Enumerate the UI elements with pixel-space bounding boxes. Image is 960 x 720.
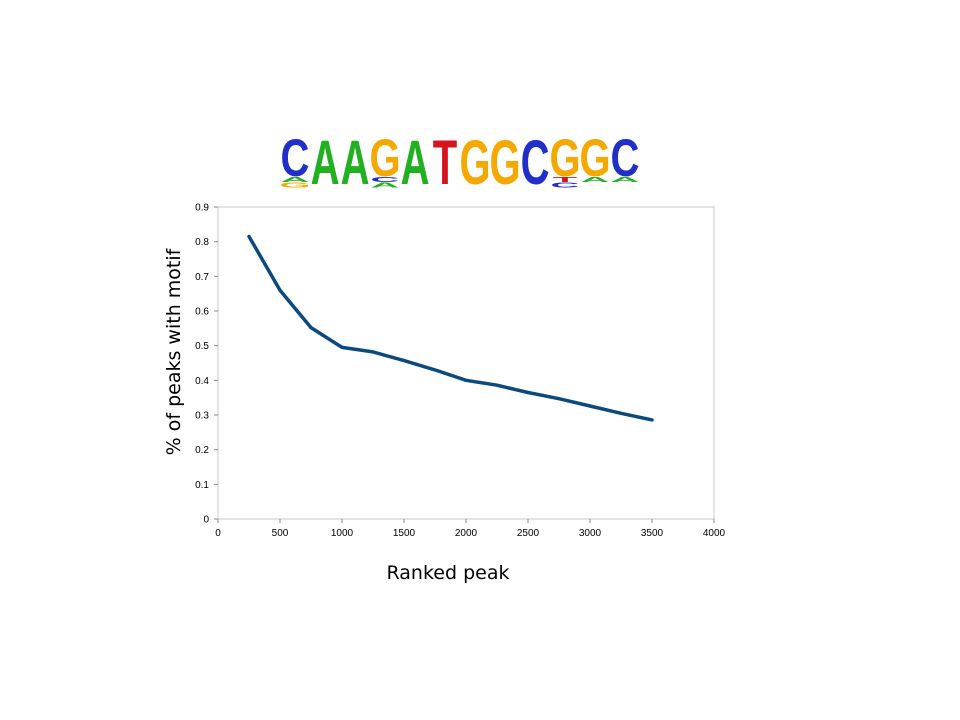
logo-column: A — [311, 136, 340, 190]
x-tick-label: 2500 — [517, 528, 540, 539]
data-point — [279, 289, 281, 292]
logo-column: GCA — [369, 136, 400, 189]
data-point — [341, 346, 343, 349]
y-tick-label: 0.8 — [195, 237, 209, 248]
data-point — [248, 235, 250, 238]
data-point — [496, 384, 498, 386]
logo-column: CA — [611, 136, 640, 187]
plot-area-frame — [217, 206, 715, 520]
x-axis-title: Ranked peak — [387, 562, 510, 584]
y-tick-label: 0.3 — [195, 411, 209, 422]
logo-minor-letter-a: A — [281, 176, 310, 184]
data-point — [620, 412, 622, 415]
logo-letter-c: C — [521, 136, 550, 190]
x-tick-label: 3000 — [579, 528, 602, 539]
logo-minor-letter-a: A — [371, 182, 400, 190]
y-tick-label: 0.6 — [195, 307, 209, 318]
logo-minor-letter-a: A — [581, 176, 610, 184]
y-axis-title: % of peaks with motif — [163, 247, 185, 455]
data-point — [403, 359, 405, 362]
y-tick-label: 0.9 — [195, 203, 209, 214]
logo-minor-letter-t: T — [553, 176, 578, 184]
logo-letter-t: T — [433, 136, 457, 190]
x-tick-label: 500 — [272, 528, 289, 539]
data-point — [527, 391, 529, 394]
data-point — [434, 369, 436, 371]
x-tick-label: 2000 — [455, 528, 478, 539]
logo-letter-g: G — [549, 136, 580, 187]
logo-column: CAG — [280, 136, 311, 189]
logo-letter-g: G — [369, 136, 400, 187]
logo-column: G — [459, 136, 490, 190]
y-tick-label: 0.5 — [195, 341, 209, 352]
logo-column: T — [433, 136, 457, 190]
x-tick-label: 0 — [215, 528, 221, 539]
logo-column: G — [489, 136, 520, 190]
logo-letter-c: C — [281, 136, 310, 187]
logo-letter-g: G — [579, 136, 610, 187]
logo-letter-a: A — [341, 136, 370, 190]
y-tick-label: 0 — [203, 515, 209, 526]
y-tick-label: 0.1 — [195, 480, 209, 491]
logo-minor-letter-g: G — [280, 182, 311, 190]
logo-column: GA — [579, 136, 610, 187]
logo-minor-letter-c: C — [551, 182, 580, 190]
data-point — [372, 351, 374, 353]
series-layer — [247, 234, 654, 422]
logo-column: GTC — [549, 136, 580, 189]
logo-letter-a: A — [401, 136, 430, 190]
data-point — [465, 379, 467, 382]
logo-letter-a: A — [311, 136, 340, 190]
logo-minor-letter-a: A — [611, 176, 640, 184]
logo-minor-letter-c: C — [371, 176, 400, 184]
x-tick-label: 3500 — [641, 528, 664, 539]
y-tick-label: 0.4 — [195, 376, 209, 387]
series-line — [247, 234, 654, 422]
logo-letter-g: G — [459, 136, 490, 190]
logo-column: A — [401, 136, 430, 190]
data-point — [310, 326, 312, 329]
y-axis-ticks: 0 0.1 0.2 0.3 0.4 0.5 0.6 0.7 0.8 0.9 — [195, 203, 218, 526]
y-tick-label: 0.7 — [195, 272, 209, 283]
motif-logo: CAG A A GCA A T GG C GTC GA CA — [280, 136, 640, 190]
logo-column: A — [341, 136, 370, 190]
x-tick-label: 1000 — [331, 528, 354, 539]
logo-letter-c: C — [611, 136, 640, 187]
data-point — [589, 405, 591, 407]
data-point — [651, 419, 653, 421]
x-tick-label: 4000 — [703, 528, 726, 539]
x-axis-ticks: 0 500 1000 1500 2000 2500 3000 3500 4000 — [215, 519, 726, 539]
data-point — [558, 397, 560, 400]
y-tick-label: 0.2 — [195, 445, 209, 456]
logo-column: C — [521, 136, 550, 190]
logo-letter-g: G — [489, 136, 520, 190]
x-tick-label: 1500 — [393, 528, 416, 539]
